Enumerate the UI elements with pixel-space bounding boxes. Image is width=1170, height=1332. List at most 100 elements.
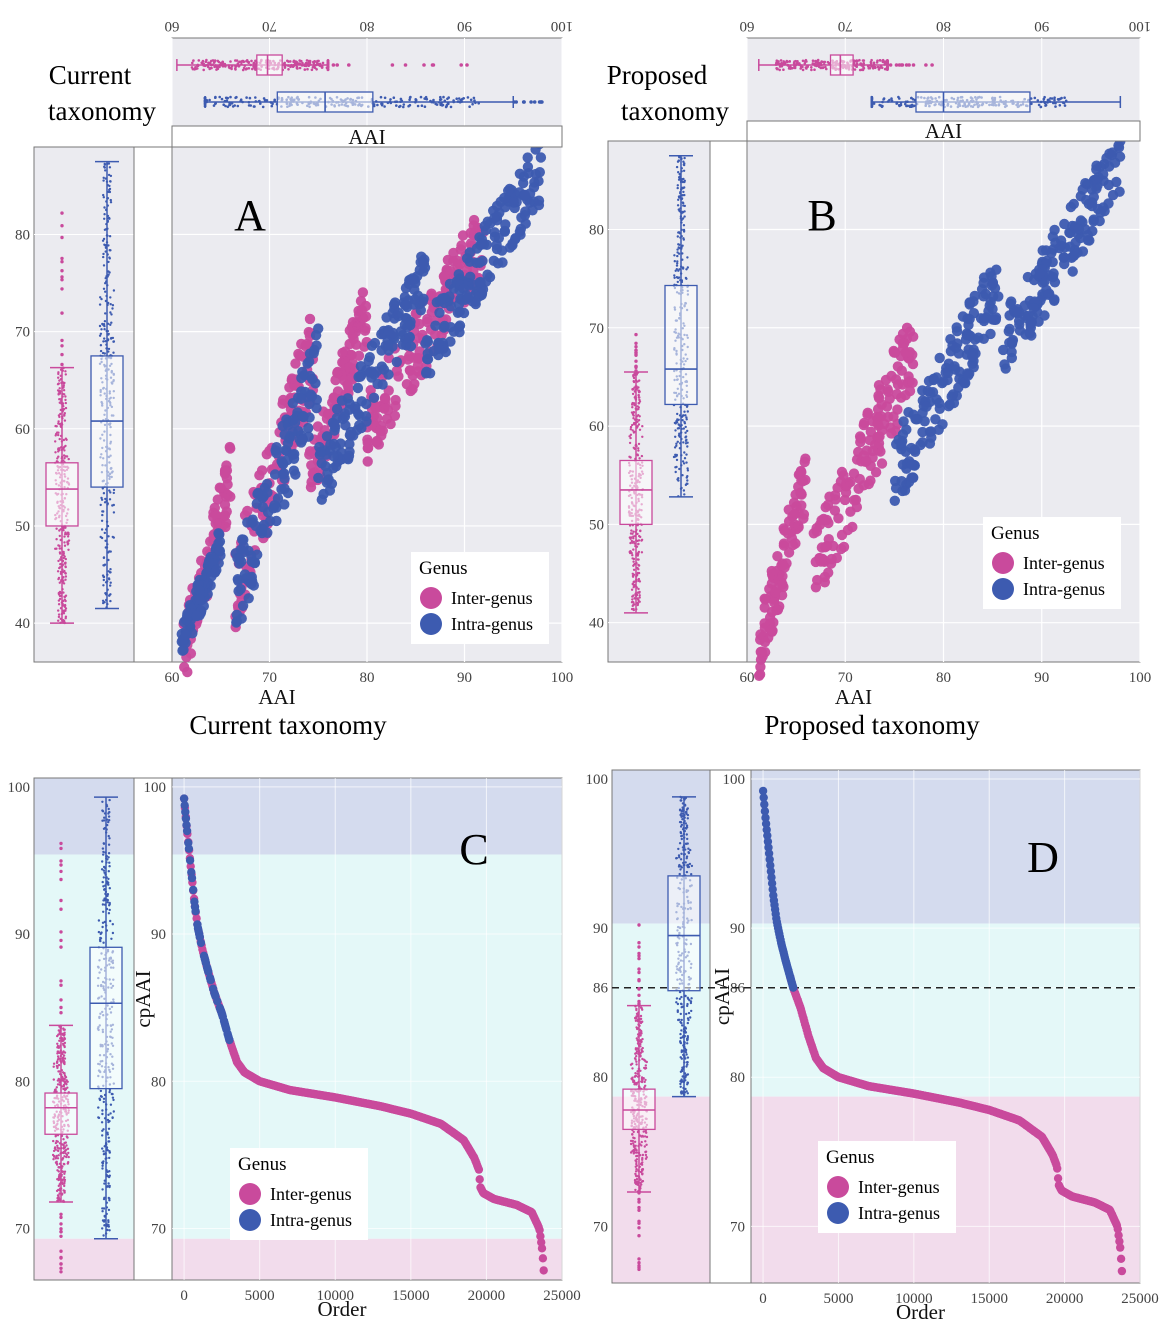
jitter-point: [685, 453, 688, 456]
inter-genus-point: [892, 361, 904, 372]
jitter-point: [202, 68, 205, 72]
top-tick-label: 70: [262, 18, 277, 34]
jitter-point: [872, 61, 876, 65]
jitter-point: [788, 60, 791, 63]
intra-genus-point: [297, 410, 309, 422]
left-tick-label: 40: [15, 616, 30, 632]
jitter-point: [632, 568, 636, 571]
y-tick-label: 70: [151, 1221, 166, 1237]
intra-genus-point: [439, 292, 450, 304]
intra-genus-point: [282, 454, 293, 466]
intra-genus-point: [434, 307, 445, 318]
left-band-band_blue: [34, 778, 134, 855]
inter-genus-point: [892, 379, 904, 390]
intra-genus-point: [214, 545, 225, 556]
jitter-point: [213, 65, 216, 69]
jitter-point: [67, 457, 70, 461]
x-tick-label: 5000: [245, 1288, 275, 1304]
jitter-point: [56, 1066, 59, 1070]
intra-genus-point: [492, 258, 504, 269]
jitter-point: [305, 59, 309, 62]
jitter-point: [289, 60, 292, 63]
jitter-point: [62, 1033, 66, 1036]
outlier-point: [634, 348, 638, 353]
intra-genus-point: [1048, 268, 1059, 279]
jitter-point: [63, 1080, 67, 1083]
jitter-point: [234, 68, 237, 71]
jitter-point: [57, 1184, 60, 1188]
jitter-point: [298, 66, 302, 70]
jitter-point: [434, 102, 438, 106]
jitter-point: [57, 447, 60, 450]
jitter-point: [62, 619, 66, 623]
jitter-point: [62, 1150, 65, 1154]
jitter-point: [58, 398, 61, 401]
jitter-point: [226, 105, 230, 109]
inter-genus-point: [849, 495, 860, 506]
x-axis-label: AAI: [835, 685, 872, 709]
jitter-point: [64, 437, 68, 440]
jitter-point: [214, 95, 217, 99]
jitter-point: [637, 563, 640, 567]
jitter-point: [102, 492, 106, 495]
jitter-point: [316, 59, 319, 63]
jitter-point: [57, 576, 61, 580]
intra-genus-point: [257, 501, 269, 513]
jitter-point: [637, 393, 640, 397]
jitter-point: [676, 160, 680, 163]
intra-genus-point: [289, 417, 301, 428]
intra-genus-point: [252, 488, 263, 500]
jitter-point: [55, 1061, 59, 1064]
jitter-point: [200, 61, 203, 65]
intra-genus-point: [1072, 247, 1083, 258]
jitter-point: [638, 596, 641, 599]
inter-genus-point: [290, 358, 301, 369]
jitter-point: [468, 105, 471, 108]
jitter-point: [637, 551, 640, 555]
jitter-point: [629, 425, 633, 429]
jitter-point: [682, 169, 686, 172]
inter-genus-point: [375, 401, 386, 412]
jitter-point: [53, 1146, 57, 1149]
inter-genus-point: [900, 347, 911, 358]
jitter-point: [107, 577, 111, 580]
jitter-point: [676, 184, 679, 187]
jitter-point: [242, 66, 246, 70]
intra-genus-point: [233, 575, 244, 586]
intra-genus-point: [322, 468, 333, 479]
jitter-point: [259, 102, 262, 105]
x-tick-label: 70: [838, 670, 853, 686]
jitter-point: [638, 428, 642, 431]
inter-genus-point: [858, 480, 869, 491]
intra-genus-point: [180, 629, 191, 641]
jitter-point: [881, 60, 884, 63]
intra-genus-point: [269, 469, 281, 480]
jitter-point: [64, 609, 67, 612]
jitter-point: [462, 97, 466, 100]
inter-genus-point: [811, 526, 823, 537]
jitter-point: [56, 570, 60, 573]
intra-genus-point: [352, 382, 364, 394]
jitter-point: [637, 442, 641, 446]
jitter-point: [683, 179, 686, 182]
jitter-point: [449, 105, 453, 109]
jitter-point: [466, 96, 470, 99]
intra-genus-point: [921, 401, 932, 412]
jitter-point: [631, 598, 634, 601]
jitter-point: [102, 556, 106, 560]
outlier-point: [634, 353, 638, 357]
jitter-point: [102, 584, 105, 587]
outlier-point: [634, 332, 638, 337]
jitter-point: [103, 206, 106, 209]
jitter-point: [638, 580, 642, 583]
intra-genus-point: [1006, 296, 1017, 307]
jitter-point: [379, 95, 383, 99]
jitter-point: [1063, 96, 1066, 99]
jitter-point: [62, 1078, 65, 1081]
jitter-point: [681, 460, 685, 463]
intra-genus-point: [237, 534, 248, 545]
jitter-point: [686, 441, 689, 444]
inter-genus-point: [414, 318, 425, 330]
top-tick-label: 70: [838, 18, 853, 34]
